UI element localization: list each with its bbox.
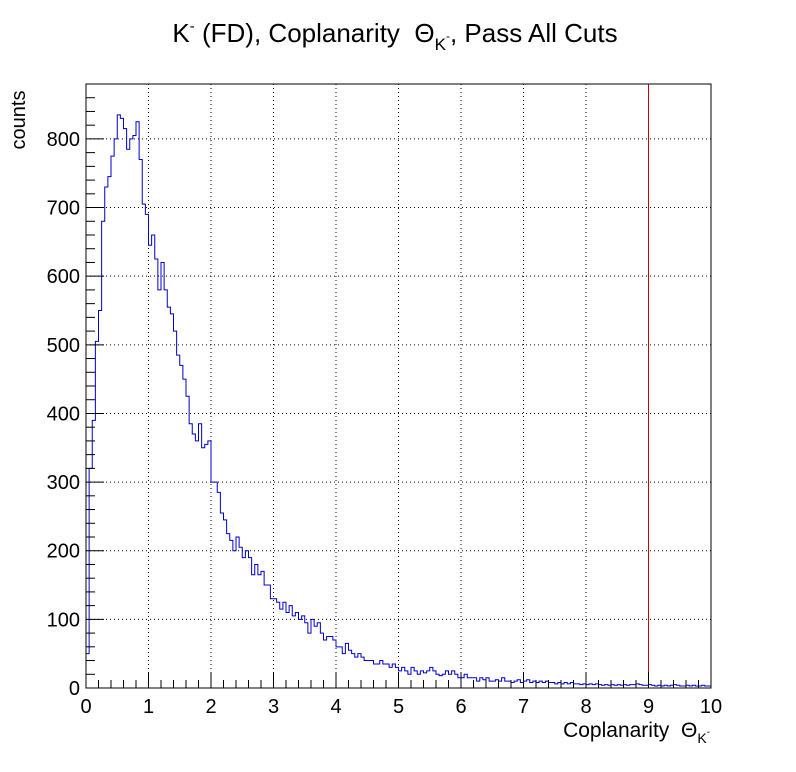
- title-suffix: , Pass All Cuts: [450, 18, 618, 48]
- x-tick-label: 3: [268, 696, 279, 718]
- title-symbol-sub-sup: -: [446, 29, 450, 43]
- x-tick-label: 6: [455, 696, 466, 718]
- title-prefix-sup: -: [190, 18, 195, 35]
- series-group: [85, 114, 712, 688]
- x-tick-label: 7: [518, 696, 529, 718]
- y-tick-label: 500: [47, 335, 80, 357]
- grid: [86, 84, 711, 688]
- xlabel-symbol-sub-sup: -: [707, 727, 710, 738]
- y-tick-label: 200: [47, 541, 80, 563]
- histogram-series-line: [85, 114, 712, 688]
- xlabel-symbol-sub: K: [697, 730, 707, 746]
- y-tick-label: 700: [47, 198, 80, 220]
- chart-title: K- (FD), Coplanarity ΘK-, Pass All Cuts: [172, 18, 617, 54]
- y-tick-label: 300: [47, 472, 80, 494]
- x-tick-label: 8: [580, 696, 591, 718]
- x-axis: 0 1 2 3 4 5 6 7 8 9 10: [80, 672, 722, 718]
- x-tick-label: 9: [643, 696, 654, 718]
- xlabel-symbol: Θ: [681, 719, 697, 742]
- title-middle: (FD), Coplanarity: [195, 18, 415, 48]
- y-tick-label: 800: [47, 129, 80, 151]
- title-prefix: K: [172, 18, 190, 48]
- y-axis-label: counts: [8, 91, 30, 150]
- x-tick-label: 1: [143, 696, 154, 718]
- y-tick-label: 100: [47, 609, 80, 631]
- x-tick-label: 4: [330, 696, 341, 718]
- title-symbol: Θ: [414, 18, 434, 48]
- y-tick-label: 400: [47, 403, 80, 425]
- y-tick-label: 0: [69, 678, 80, 700]
- x-tick-label: 0: [80, 696, 91, 718]
- x-axis-label: Coplanarity ΘK-: [563, 719, 710, 746]
- x-tick-label: 10: [700, 696, 722, 718]
- title-symbol-sub: K: [435, 35, 447, 54]
- xlabel-text: Coplanarity: [563, 719, 681, 742]
- x-tick-label: 5: [393, 696, 404, 718]
- x-tick-label: 2: [205, 696, 216, 718]
- plot-frame: [85, 83, 712, 689]
- y-axis: 0 100 200 300 400 500 600 700 800: [47, 83, 104, 700]
- y-tick-label: 600: [47, 266, 80, 288]
